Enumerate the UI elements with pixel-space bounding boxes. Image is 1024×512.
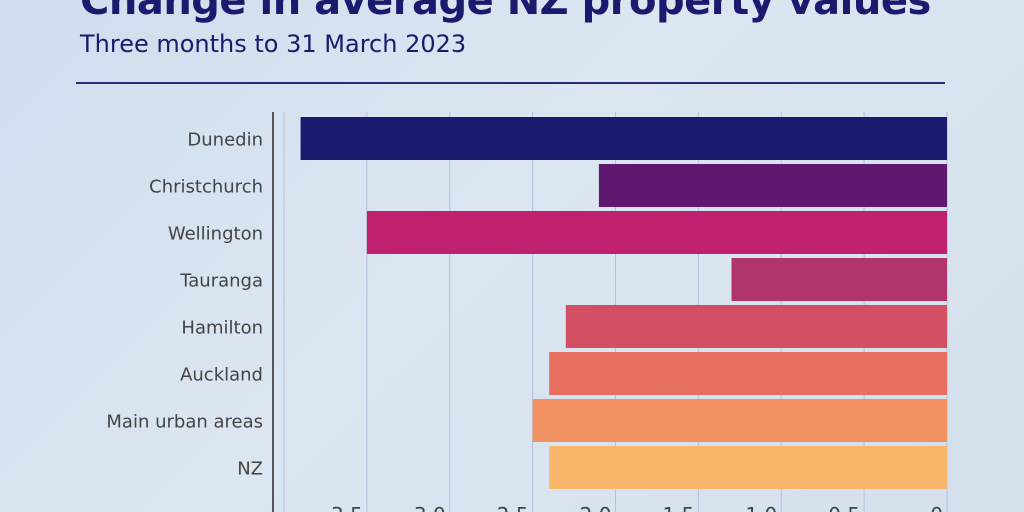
category-label: Dunedin bbox=[187, 130, 263, 151]
chart-subtitle: Three months to 31 March 2023 bbox=[80, 30, 467, 58]
category-label: Auckland bbox=[180, 365, 263, 386]
bar-christchurch bbox=[598, 164, 947, 207]
x-tick-label: −2.5 bbox=[480, 503, 529, 512]
bar-auckland bbox=[549, 352, 947, 395]
category-label: Christchurch bbox=[149, 177, 263, 198]
chart-title: Change in average NZ property values bbox=[80, 0, 931, 24]
x-tick-label: −3.0 bbox=[397, 503, 446, 512]
bar-hamilton bbox=[565, 305, 947, 348]
x-tick-label: −1.5 bbox=[646, 503, 695, 512]
bar-tauranga bbox=[731, 258, 947, 301]
x-tick-label: −3.5 bbox=[314, 503, 363, 512]
category-label: Tauranga bbox=[179, 271, 263, 292]
title-divider bbox=[76, 82, 945, 84]
category-label: Wellington bbox=[168, 224, 263, 245]
x-tick-label: −2.0 bbox=[563, 503, 612, 512]
x-tick-label: −0.5 bbox=[812, 503, 861, 512]
bar-wellington bbox=[366, 211, 947, 254]
x-tick-label: 0 bbox=[930, 503, 943, 512]
category-label: Hamilton bbox=[181, 318, 263, 339]
bar-nz bbox=[549, 446, 947, 489]
category-label: Main urban areas bbox=[106, 412, 263, 433]
bar-dunedin bbox=[300, 117, 947, 160]
category-label: NZ bbox=[237, 459, 263, 480]
x-tick-label: −1.0 bbox=[729, 503, 778, 512]
bar-main-urban-areas bbox=[532, 399, 947, 442]
